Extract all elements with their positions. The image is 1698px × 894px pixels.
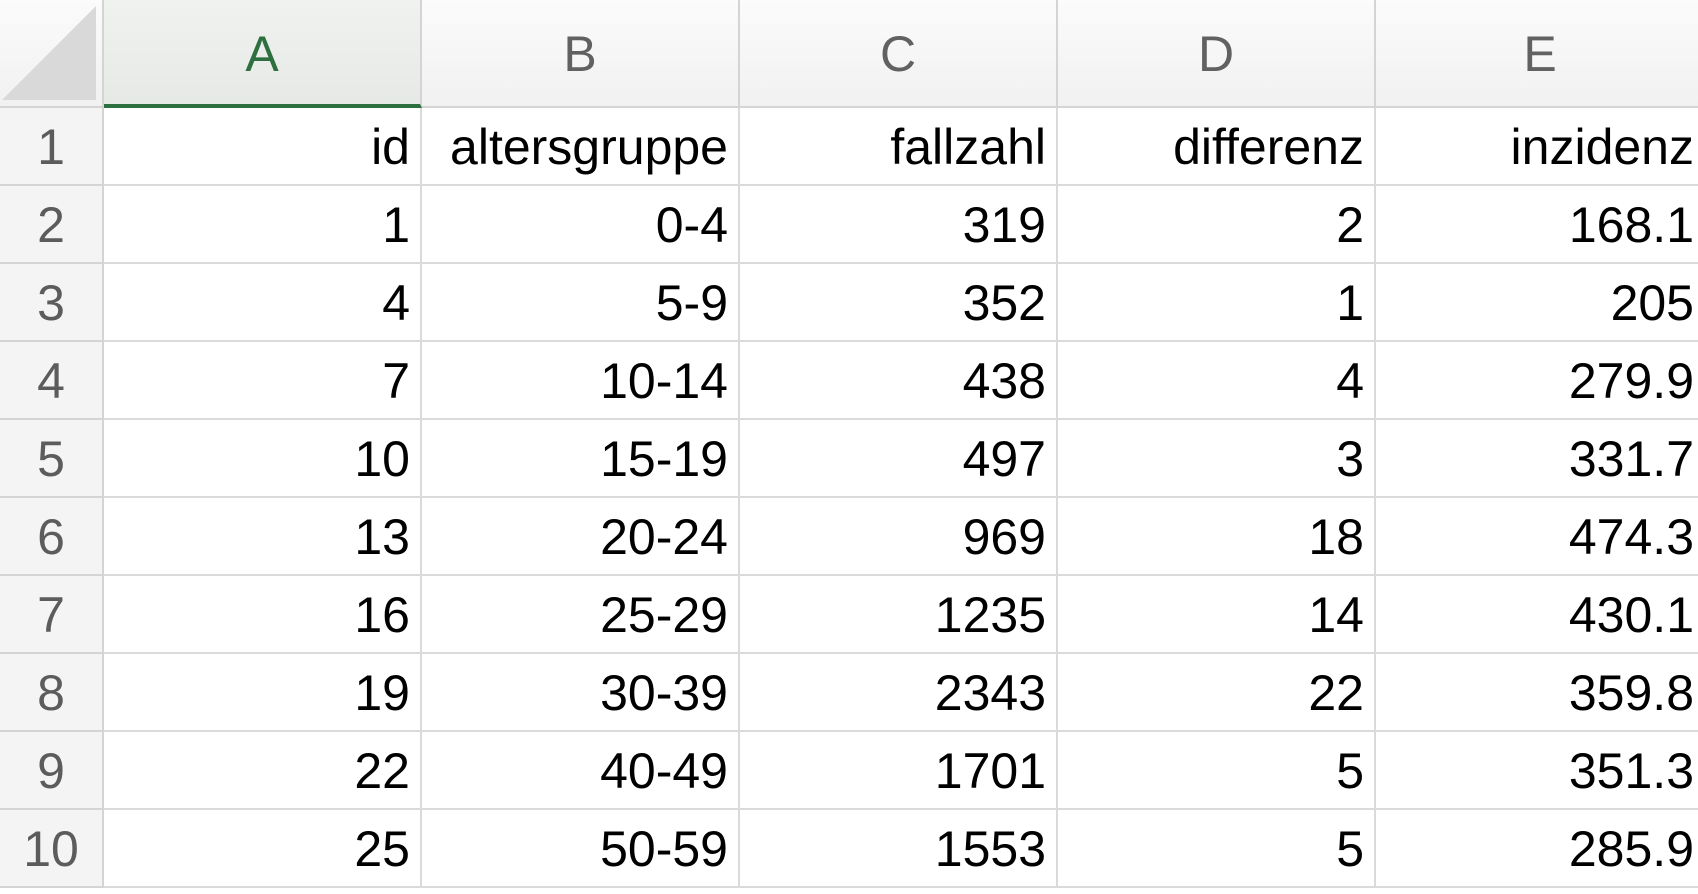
select-all-button[interactable] — [0, 0, 104, 108]
cell-c5[interactable]: 497 — [740, 420, 1058, 498]
cell-a9[interactable]: 22 — [104, 732, 422, 810]
cell-b2[interactable]: 0-4 — [422, 186, 740, 264]
cell-b1[interactable]: altersgruppe — [422, 108, 740, 186]
column-header-e[interactable]: E — [1376, 0, 1698, 108]
column-header-b[interactable]: B — [422, 0, 740, 108]
cell-d1[interactable]: differenz — [1058, 108, 1376, 186]
cell-b5[interactable]: 15-19 — [422, 420, 740, 498]
cell-c10[interactable]: 1553 — [740, 810, 1058, 888]
cell-a4[interactable]: 7 — [104, 342, 422, 420]
row-header-2[interactable]: 2 — [0, 186, 104, 264]
cell-a3[interactable]: 4 — [104, 264, 422, 342]
cell-c7[interactable]: 1235 — [740, 576, 1058, 654]
row-header-3[interactable]: 3 — [0, 264, 104, 342]
cell-b7[interactable]: 25-29 — [422, 576, 740, 654]
cell-b8[interactable]: 30-39 — [422, 654, 740, 732]
cell-c4[interactable]: 438 — [740, 342, 1058, 420]
cell-a5[interactable]: 10 — [104, 420, 422, 498]
cell-b9[interactable]: 40-49 — [422, 732, 740, 810]
select-all-triangle-icon — [2, 6, 96, 100]
cell-e1[interactable]: inzidenz — [1376, 108, 1698, 186]
cell-d8[interactable]: 22 — [1058, 654, 1376, 732]
cell-a10[interactable]: 25 — [104, 810, 422, 888]
cell-d5[interactable]: 3 — [1058, 420, 1376, 498]
cell-d6[interactable]: 18 — [1058, 498, 1376, 576]
cell-a1[interactable]: id — [104, 108, 422, 186]
cell-d4[interactable]: 4 — [1058, 342, 1376, 420]
cell-e8[interactable]: 359.8 — [1376, 654, 1698, 732]
cell-a2[interactable]: 1 — [104, 186, 422, 264]
column-header-c[interactable]: C — [740, 0, 1058, 108]
cell-b3[interactable]: 5-9 — [422, 264, 740, 342]
cell-b4[interactable]: 10-14 — [422, 342, 740, 420]
cell-e10[interactable]: 285.9 — [1376, 810, 1698, 888]
cell-c6[interactable]: 969 — [740, 498, 1058, 576]
row-header-1[interactable]: 1 — [0, 108, 104, 186]
cell-e7[interactable]: 430.1 — [1376, 576, 1698, 654]
cell-d9[interactable]: 5 — [1058, 732, 1376, 810]
cell-e3[interactable]: 205 — [1376, 264, 1698, 342]
cell-d3[interactable]: 1 — [1058, 264, 1376, 342]
cell-a8[interactable]: 19 — [104, 654, 422, 732]
cell-e4[interactable]: 279.9 — [1376, 342, 1698, 420]
cell-b6[interactable]: 20-24 — [422, 498, 740, 576]
row-header-6[interactable]: 6 — [0, 498, 104, 576]
row-header-8[interactable]: 8 — [0, 654, 104, 732]
cell-c9[interactable]: 1701 — [740, 732, 1058, 810]
row-header-4[interactable]: 4 — [0, 342, 104, 420]
row-header-7[interactable]: 7 — [0, 576, 104, 654]
cell-c2[interactable]: 319 — [740, 186, 1058, 264]
cell-c8[interactable]: 2343 — [740, 654, 1058, 732]
cell-a7[interactable]: 16 — [104, 576, 422, 654]
cell-d10[interactable]: 5 — [1058, 810, 1376, 888]
cell-e2[interactable]: 168.1 — [1376, 186, 1698, 264]
row-header-10[interactable]: 10 — [0, 810, 104, 888]
cell-e9[interactable]: 351.3 — [1376, 732, 1698, 810]
cell-a6[interactable]: 13 — [104, 498, 422, 576]
cell-c1[interactable]: fallzahl — [740, 108, 1058, 186]
row-header-5[interactable]: 5 — [0, 420, 104, 498]
cell-b10[interactable]: 50-59 — [422, 810, 740, 888]
row-header-9[interactable]: 9 — [0, 732, 104, 810]
cell-e5[interactable]: 331.7 — [1376, 420, 1698, 498]
column-header-a[interactable]: A — [104, 0, 422, 108]
column-header-d[interactable]: D — [1058, 0, 1376, 108]
cell-c3[interactable]: 352 — [740, 264, 1058, 342]
cell-d7[interactable]: 14 — [1058, 576, 1376, 654]
cell-e6[interactable]: 474.3 — [1376, 498, 1698, 576]
cell-d2[interactable]: 2 — [1058, 186, 1376, 264]
